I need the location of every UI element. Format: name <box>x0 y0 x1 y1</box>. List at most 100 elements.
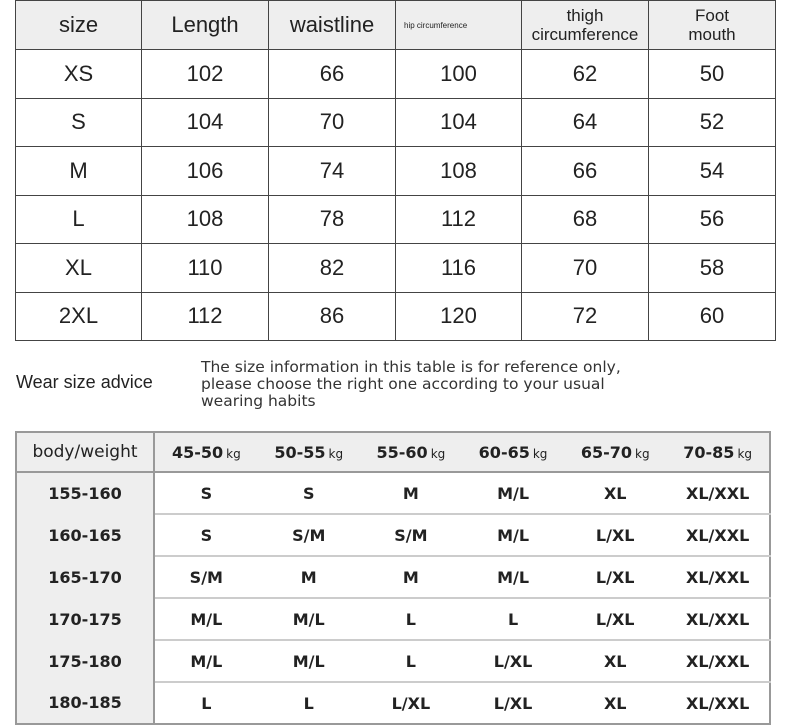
table-cell: 66 <box>521 146 649 196</box>
height-weight-size-table: body/weight 45-50 kg 50-55 kg 55-60 kg 60-65 kg… <box>15 431 771 725</box>
table-cell: 72 <box>521 291 649 341</box>
table-cell: 120 <box>395 291 522 341</box>
weight-unit: kg <box>430 446 446 461</box>
table-cell: 106 <box>141 146 269 196</box>
size-recommendation: S <box>154 472 258 515</box>
size-recommendation: L <box>461 598 565 641</box>
table-cell: 64 <box>521 97 649 147</box>
size-recommendation: M/L <box>257 640 360 683</box>
table-row: L 108 78 112 68 56 <box>15 194 776 244</box>
size-recommendation: S <box>257 472 360 515</box>
header-weight: 60-65 kg <box>461 432 565 473</box>
table-row: XL 110 82 116 70 58 <box>15 243 776 293</box>
weight-range: 70-85 <box>683 442 735 462</box>
table-cell: S <box>15 97 142 147</box>
size-recommendation: L <box>303 693 314 713</box>
size-recommendation: L <box>359 598 462 641</box>
size-recommendation: M <box>359 556 462 599</box>
size-recommendation: M/L <box>154 598 258 641</box>
note-line: please choose the right one according to… <box>201 375 605 393</box>
header-waistline: waistline <box>268 0 396 50</box>
size-recommendation: XL/XXL <box>666 640 770 683</box>
table-header-row: body/weight 45-50 kg 50-55 kg 55-60 kg 60-65 kg… <box>16 432 770 473</box>
height-range: 165-170 <box>16 556 155 598</box>
size-recommendation: XL/XXL <box>666 514 770 557</box>
size-recommendation: L/XL <box>564 556 667 599</box>
table-cell: 70 <box>521 243 649 293</box>
size-recommendation: XL <box>564 472 667 515</box>
table-cell: 74 <box>268 146 396 196</box>
size-recommendation: XL <box>564 640 667 683</box>
size-recommendation: S/M <box>257 514 360 557</box>
table-row: 155-160 S S M M/L XL XL/XXL <box>16 472 770 515</box>
table-cell: 86 <box>268 291 396 341</box>
header-foot-label: Foot mouth <box>688 6 736 44</box>
table-cell: XS <box>15 49 142 99</box>
header-weight: 55-60 kg <box>359 432 462 473</box>
height-range: 175-180 <box>16 640 155 682</box>
weight-range: 60-65 <box>478 442 530 462</box>
table-cell: 110 <box>141 243 269 293</box>
size-advice-note: The size information in this table is fo… <box>201 359 621 410</box>
table-cell: 102 <box>141 49 269 99</box>
table-cell: 108 <box>395 146 522 196</box>
table-cell: 52 <box>648 97 776 147</box>
table-cell: 100 <box>395 49 522 99</box>
table-cell: 104 <box>395 97 522 147</box>
height-range: 180-185 <box>16 682 155 724</box>
table-cell: 112 <box>141 291 269 341</box>
size-recommendation: S/M <box>359 514 462 557</box>
table-row: 2XL 112 86 120 72 60 <box>15 291 776 341</box>
table-cell: 50 <box>648 49 776 99</box>
table-row: 175-180 M/L M/L L L/XL XL XL/XXL <box>16 640 770 683</box>
size-recommendation: M/L <box>461 472 565 515</box>
header-thigh-label: thigh circumference <box>531 6 639 44</box>
header-size: size <box>15 0 142 50</box>
table-cell: 116 <box>395 243 522 293</box>
weight-range: 65-70 <box>580 442 632 462</box>
table-row: 180-185 L L L/XL L/XL XL XL/XXL <box>16 682 770 724</box>
header-weight: 45-50 kg <box>154 432 258 473</box>
size-recommendation: L/XL <box>461 640 565 683</box>
table-cell: 78 <box>268 194 396 244</box>
height-range: 170-175 <box>16 598 155 640</box>
header-weight: 65-70 kg <box>564 432 667 473</box>
table-cell: 56 <box>648 194 776 244</box>
table-cell: L <box>15 194 142 244</box>
table-row: M 106 74 108 66 54 <box>15 146 776 196</box>
note-line: The size information in this table is fo… <box>201 358 621 376</box>
note-line: wearing habits <box>201 392 316 410</box>
weight-range: 50-55 <box>274 442 326 462</box>
size-recommendation: XL <box>603 693 627 713</box>
weight-unit: kg <box>532 446 548 461</box>
height-range: 155-160 <box>16 472 155 514</box>
table-cell: M <box>15 146 142 196</box>
size-recommendation: XL/XXL <box>686 693 750 713</box>
header-weight: 70-85 kg <box>666 432 770 473</box>
header-length: Length <box>141 0 269 50</box>
weight-unit: kg <box>737 446 753 461</box>
height-range: 160-165 <box>16 514 155 556</box>
size-recommendation: M/L <box>257 598 360 641</box>
size-recommendation: XL/XXL <box>666 598 770 641</box>
table-cell: 62 <box>521 49 649 99</box>
size-recommendation: M <box>359 472 462 515</box>
weight-range: 55-60 <box>376 442 428 462</box>
table-cell: 104 <box>141 97 269 147</box>
size-recommendation: L/XL <box>564 598 667 641</box>
table-cell: 108 <box>141 194 269 244</box>
size-recommendation: XL/XXL <box>666 472 770 515</box>
header-hip: hip circumference <box>395 0 522 50</box>
size-measurement-table: size Length waistline hip circumference … <box>15 0 776 341</box>
size-recommendation: L <box>201 693 212 713</box>
table-cell: 60 <box>648 291 776 341</box>
size-recommendation: XL/XXL <box>666 556 770 599</box>
table-cell: 70 <box>268 97 396 147</box>
table-cell: 66 <box>268 49 396 99</box>
table-cell: XL <box>15 243 142 293</box>
table-row: XS 102 66 100 62 50 <box>15 49 776 99</box>
table-cell: 112 <box>395 194 522 244</box>
header-body-weight: body/weight <box>16 432 155 473</box>
size-recommendation: L/XL <box>391 693 431 713</box>
header-hip-label: hip circumference <box>404 20 468 30</box>
